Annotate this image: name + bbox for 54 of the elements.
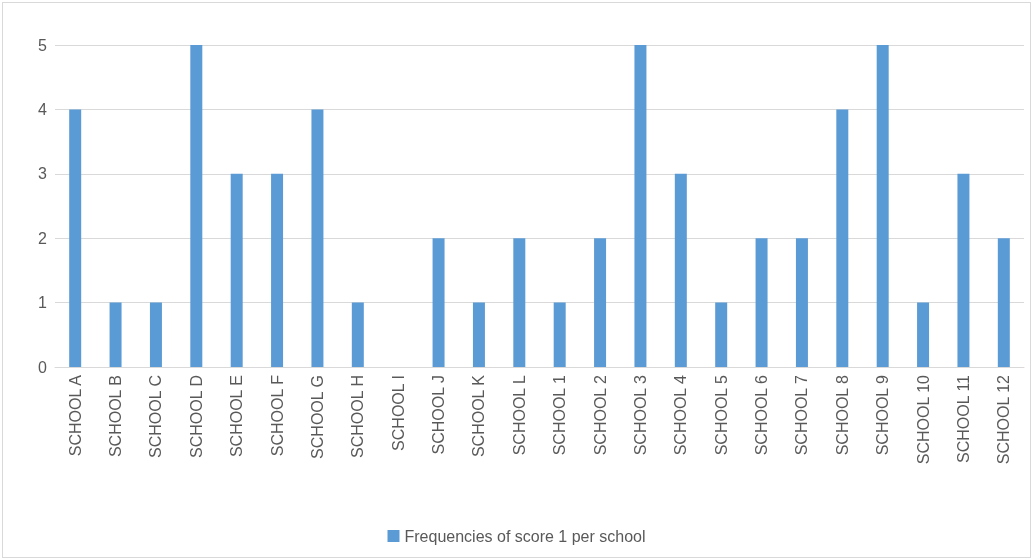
x-tick-label: SCHOOL 12: [995, 374, 1013, 465]
y-tick-label: 3: [38, 165, 48, 183]
bar: [553, 302, 566, 367]
x-tick-label: SCHOOL H: [349, 375, 367, 458]
x-tick-label: SCHOOL J: [430, 375, 448, 455]
bar: [594, 238, 607, 367]
x-tick-label: SCHOOL C: [147, 375, 165, 458]
bar: [876, 45, 889, 367]
bar: [69, 109, 82, 367]
bar: [432, 238, 445, 367]
bar: [634, 45, 647, 367]
x-tick-label: SCHOOL B: [107, 375, 125, 458]
bar: [190, 45, 203, 367]
bar: [472, 302, 485, 367]
x-tick-label: SCHOOL 1: [551, 374, 569, 456]
x-tick-label: SCHOOL K: [470, 374, 488, 458]
bar: [957, 173, 970, 367]
bar: [674, 173, 687, 367]
x-tick-label: SCHOOL 4: [672, 374, 690, 456]
x-tick-label: SCHOOL E: [228, 375, 246, 458]
x-tick-label: SCHOOL 11: [954, 374, 972, 464]
bar: [230, 173, 243, 367]
y-tick-label: 1: [38, 294, 48, 312]
bar: [149, 302, 162, 367]
bar: [513, 238, 526, 367]
x-tick-label: SCHOOL L: [510, 374, 528, 456]
bar: [271, 173, 284, 367]
x-tick-label: SCHOOL 3: [631, 374, 649, 456]
y-tick-label: 4: [38, 100, 48, 118]
y-tick-label: 5: [38, 36, 48, 54]
x-tick-label: SCHOOL A: [66, 374, 84, 457]
x-tick-label: SCHOOL 8: [833, 374, 851, 456]
bar: [755, 238, 768, 367]
x-tick-label: SCHOOL I: [389, 375, 407, 451]
bar: [351, 302, 364, 367]
bar: [311, 109, 324, 367]
y-tick-label: 0: [38, 358, 48, 376]
x-tick-label: SCHOOL 7: [793, 374, 811, 456]
bar: [715, 302, 728, 367]
x-tick-label: SCHOOL 10: [914, 374, 932, 465]
bar: [795, 238, 808, 367]
x-tick-label: SCHOOL 5: [712, 374, 730, 456]
legend-label: Frequencies of score 1 per school: [404, 527, 646, 545]
x-tick-label: SCHOOL F: [268, 374, 286, 457]
x-tick-label: SCHOOL G: [308, 375, 326, 459]
bar: [109, 302, 122, 367]
x-tick-label: SCHOOL 9: [874, 374, 892, 456]
x-tick-label: SCHOOL 6: [753, 374, 771, 456]
bar: [917, 302, 930, 367]
bar: [997, 238, 1010, 367]
x-tick-label: SCHOOL D: [187, 375, 205, 458]
bar: [836, 109, 849, 367]
y-tick-label: 2: [38, 229, 48, 247]
x-tick-label: SCHOOL 2: [591, 374, 609, 456]
